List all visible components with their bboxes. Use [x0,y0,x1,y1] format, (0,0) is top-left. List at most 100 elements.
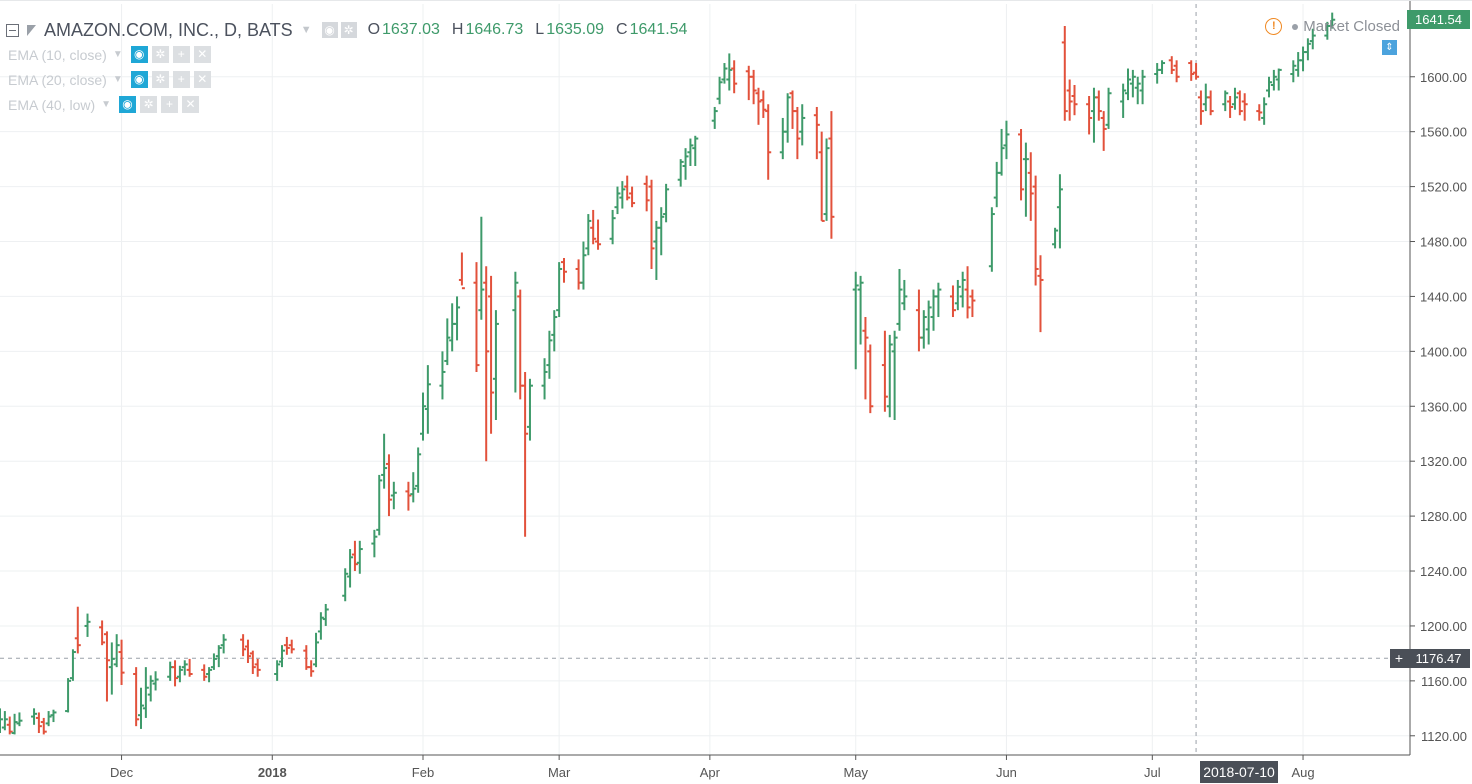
ohlc-bar [867,344,874,414]
ohlc-bar [1207,90,1214,116]
ohlc-bar [1056,174,1063,249]
ohlc-bar [901,279,908,311]
ohlc-bar [643,175,650,212]
chevron-down-icon[interactable]: ▼ [112,49,123,60]
price-tick-label: 1320.00 [1420,454,1467,469]
ohlc-bar [556,262,563,318]
ohlc-bar [1290,60,1297,83]
warning-icon[interactable]: ! [1265,18,1283,35]
scroll-to-realtime-icon[interactable]: ⇕ [1382,40,1397,55]
ohlc-bar [891,330,898,421]
ohlc-bar [415,447,422,493]
price-tick-label: 1280.00 [1420,509,1467,524]
indicator-label[interactable]: EMA (40, low) [8,96,96,113]
chart-axes [0,0,1472,756]
ohlc-bar [794,106,801,160]
ohlc-bar [201,664,208,681]
ohlc-bar [454,296,461,341]
ohlc-bar [31,708,38,725]
visibility-icon[interactable]: ◉ [321,22,338,38]
ohlc-bar [1,711,8,731]
chevron-down-icon[interactable]: ▼ [101,99,112,110]
chevron-down-icon[interactable]: ▼ [112,74,123,85]
collapse-icon[interactable] [6,23,19,37]
ohlc-bar [731,60,738,94]
indicator-row[interactable]: EMA (20, close) ▼ ◉ ✲ + ✕ [8,71,215,88]
eye-icon[interactable]: ◉ [130,46,148,63]
ohlc-bar [1139,69,1146,105]
crosshair-lines [0,4,1410,755]
ohlc-bar [376,474,383,536]
ohlc-bar [1100,111,1107,151]
price-tick-label: 1160.00 [1421,674,1467,689]
time-tick-label: Mar [548,765,571,780]
ohlc-bar [176,665,183,683]
ohlc-bar [167,661,174,681]
time-tick-label: 2018 [258,765,287,780]
time-tick-label: Aug [1291,765,1314,780]
gear-icon[interactable]: ✲ [151,71,169,88]
ohlc-bar [1309,28,1316,50]
ohlc-bar [424,365,431,434]
ohlc-bar [677,159,684,187]
close-icon[interactable]: ✕ [193,71,211,88]
ohlc-bar [561,257,567,283]
price-tick-label: 1440.00 [1420,289,1467,304]
ohlc-bar [789,90,796,129]
ohlc-bar [0,708,3,734]
ohlc-bar [692,135,699,167]
price-tick-label: 1480.00 [1420,235,1467,250]
plus-icon[interactable]: + [172,71,190,88]
ohlc-bar [624,175,631,201]
ohlc-bar [249,650,256,674]
ohlc-bar [1168,56,1175,75]
ohlc-bar [220,634,227,654]
ohlc-bar [760,90,767,118]
crosshair-plus-icon[interactable]: + [1390,648,1408,668]
ohlc-bar [322,603,329,626]
ohlc-bar [210,653,217,670]
ohlc-bar [779,117,786,160]
gear-icon[interactable]: ✲ [151,46,169,63]
chevron-down-icon[interactable]: ▼ [300,24,312,36]
ohlc-bar [142,667,149,718]
ohlc-bar [663,183,670,223]
ohlc-bar [964,266,971,319]
ohlc-bar [356,540,363,574]
time-tick-label: May [843,765,868,780]
ohlc-bar [1066,79,1073,121]
ohlc-bar [186,658,193,677]
indicator-row[interactable]: EMA (10, close) ▼ ◉ ✲ + ✕ [8,46,215,63]
plus-icon[interactable]: + [172,46,190,63]
ohlc-bar [113,634,120,668]
ohlc-bar [1197,90,1204,125]
gear-icon[interactable]: ✲ [340,22,357,38]
ohlc-key: C [616,21,628,38]
ohlc-bar [1027,152,1034,221]
ohlc-bar [828,111,835,239]
symbol-title[interactable]: AMAZON.COM, INC., D, BATS [44,19,293,40]
ohlc-bar [954,279,961,311]
ohlc-bar [711,106,718,129]
ohlc-bar [108,642,115,695]
ohlc-bar [172,660,179,687]
indicator-label[interactable]: EMA (20, close) [8,71,107,88]
indicator-label[interactable]: EMA (10, close) [8,46,107,63]
market-status[interactable]: ! Market Closed [1265,18,1400,35]
indicator-row[interactable]: EMA (40, low) ▼ ◉ ✲ + ✕ [8,96,203,113]
plus-icon[interactable]: + [161,96,179,113]
flag-icon[interactable] [27,24,36,36]
eye-icon[interactable]: ◉ [130,71,148,88]
ohlc-bar [512,271,519,393]
ohlc-bar [152,671,159,691]
gear-icon[interactable]: ✲ [140,96,158,113]
ohlc-bar [1086,95,1093,135]
ohlc-bar [11,713,18,735]
ohlc-bar [1052,227,1059,249]
ohlc-bar [488,275,495,434]
close-icon[interactable]: ✕ [193,46,211,63]
eye-icon[interactable]: ◉ [119,96,137,113]
close-icon[interactable]: ✕ [182,96,200,113]
time-tick-label: Jun [996,765,1017,780]
